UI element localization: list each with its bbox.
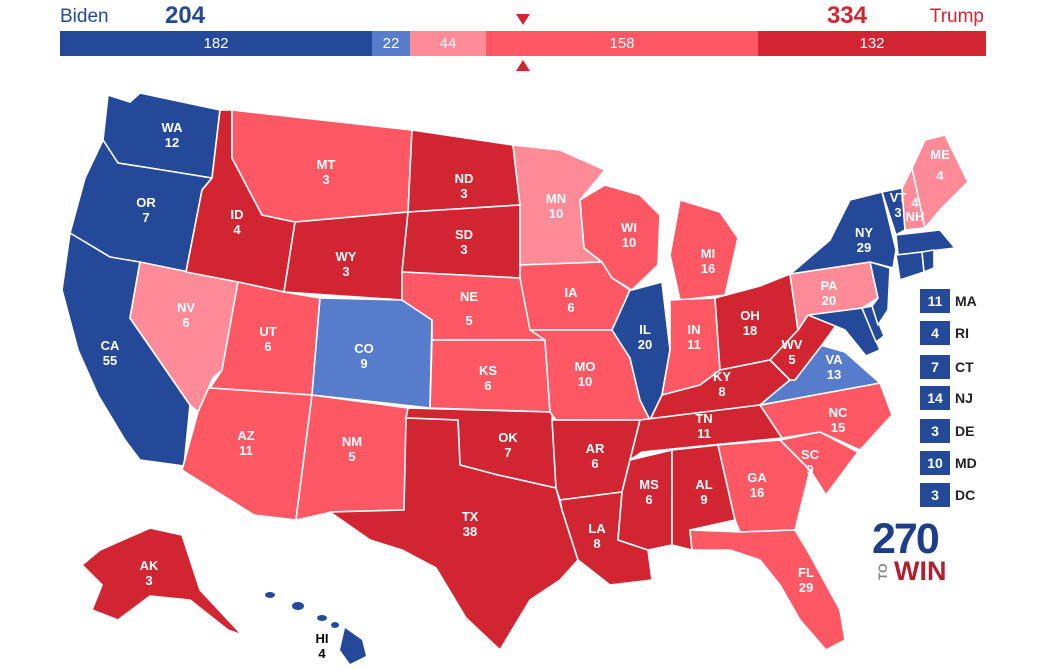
label-OH: OH 18 xyxy=(740,308,760,338)
logo-to: TO xyxy=(876,563,890,581)
ne-label-DE: DE xyxy=(955,423,975,439)
state-VA[interactable] xyxy=(759,344,881,406)
label-PA: PA 20 xyxy=(820,278,838,308)
state-AK[interactable] xyxy=(81,527,243,636)
logo-win: WIN xyxy=(894,556,947,586)
ne-box-DC[interactable]: 3 xyxy=(920,483,950,507)
label-UT: UT 6 xyxy=(259,324,276,354)
logo-number: 270 xyxy=(872,515,940,563)
bar-segment-lean-rep[interactable]: 158 xyxy=(486,31,758,56)
label-FL: FL 29 xyxy=(798,565,814,595)
trump-name: Trump xyxy=(929,6,984,27)
biden-total: 204 xyxy=(165,2,206,29)
270towin-logo[interactable]: 270 TO WIN xyxy=(872,517,952,585)
label-NV: NV 6 xyxy=(177,300,195,330)
label-OR: OR 7 xyxy=(136,195,156,225)
label-CO: CO 9 xyxy=(354,341,374,371)
label-AL: AL 9 xyxy=(695,477,712,507)
bar-segment-lean-dem[interactable]: 22 xyxy=(372,31,410,56)
electoral-vote-bar: 182 22 44 158 132 xyxy=(60,31,986,56)
biden-name: Biden xyxy=(60,6,109,27)
ne-box-CT[interactable]: 7 xyxy=(920,355,950,379)
label-SD: SD 3 xyxy=(455,227,473,257)
label-NM: NM 5 xyxy=(342,434,362,464)
label-WI: WI 10 xyxy=(621,220,637,250)
ne-box-NJ[interactable]: 14 xyxy=(920,386,950,410)
state-FL[interactable] xyxy=(689,529,846,651)
label-SC: SC 9 xyxy=(801,447,820,477)
label-AR: AR 6 xyxy=(586,441,605,471)
ne-box-RI[interactable]: 4 xyxy=(920,321,950,345)
state-WI[interactable] xyxy=(579,184,661,291)
label-AK: AK 3 xyxy=(140,558,159,588)
label-VA: VA 13 xyxy=(825,352,843,382)
bar-segment-safe-dem[interactable]: 182 xyxy=(60,31,372,56)
ne-label-RI: RI xyxy=(955,325,969,341)
label-MS: MS 6 xyxy=(639,477,659,507)
label-ID: ID 4 xyxy=(231,207,244,237)
label-ME: ME 4 xyxy=(930,147,950,183)
ne-label-DC: DC xyxy=(955,487,976,503)
label-WA: WA 12 xyxy=(162,120,184,150)
state-AZ[interactable] xyxy=(181,377,313,521)
label-VT: VT 3 xyxy=(890,190,907,220)
label-AZ: AZ 11 xyxy=(237,428,254,458)
ne-label-MD: MD xyxy=(955,455,977,471)
ne-box-DE[interactable]: 3 xyxy=(920,419,950,443)
label-MO: MO 10 xyxy=(575,359,596,389)
bar-segment-tilt-rep[interactable]: 44 xyxy=(410,31,486,56)
label-CA: CA 55 xyxy=(101,338,120,368)
trump-total: 334 xyxy=(826,2,867,29)
label-HI: HI 4 xyxy=(316,631,329,661)
state-DE[interactable] xyxy=(861,305,885,343)
label-NE: NE 5 xyxy=(460,289,478,328)
bar-segment-safe-rep[interactable]: 132 xyxy=(758,31,986,56)
ne-box-MA[interactable]: 11 xyxy=(920,289,950,313)
state-NY[interactable] xyxy=(789,191,897,275)
state-CT[interactable] xyxy=(895,251,925,281)
state-MA[interactable] xyxy=(895,229,956,256)
state-labels: WA 12 OR 7 CA 55 NV 6 ID 4 MT 3 WY 3 UT 6 AZ 11 C… xyxy=(101,120,950,661)
label-KS: KS 6 xyxy=(479,363,497,393)
label-TN: TN 11 xyxy=(695,411,712,441)
label-TX: TX 38 xyxy=(462,509,479,539)
label-KY: KY 8 xyxy=(713,369,731,399)
label-MN: MN 10 xyxy=(546,191,566,221)
label-OK: OK 7 xyxy=(498,430,518,460)
label-GA: GA 16 xyxy=(747,470,767,500)
label-MI: MI 16 xyxy=(701,246,715,276)
label-IA: IA 6 xyxy=(565,285,579,315)
ne-box-MD[interactable]: 10 xyxy=(920,451,950,475)
threshold-marker-bottom-icon xyxy=(516,60,530,71)
state-ME[interactable] xyxy=(911,134,969,229)
label-WV: WV 5 xyxy=(782,337,803,367)
ne-label-MA: MA xyxy=(955,293,977,309)
ne-label-NJ: NJ xyxy=(955,390,973,406)
ne-label-CT: CT xyxy=(955,359,974,375)
label-NC: NC 15 xyxy=(829,405,848,435)
threshold-marker-top-icon xyxy=(516,14,530,25)
label-MT: MT 3 xyxy=(317,157,336,187)
label-IN: IN 11 xyxy=(687,322,701,352)
label-NY: NY 29 xyxy=(855,225,873,255)
label-WY: WY 3 xyxy=(336,249,357,279)
label-IL: IL 20 xyxy=(638,322,652,352)
state-RI[interactable] xyxy=(921,249,935,273)
state-HI[interactable] xyxy=(265,592,366,664)
state-TX[interactable] xyxy=(329,417,579,651)
label-ND: ND 3 xyxy=(455,171,474,201)
label-LA: LA 8 xyxy=(588,521,606,551)
state-CA[interactable] xyxy=(61,232,191,467)
label-NH: 4 NH xyxy=(906,195,925,224)
